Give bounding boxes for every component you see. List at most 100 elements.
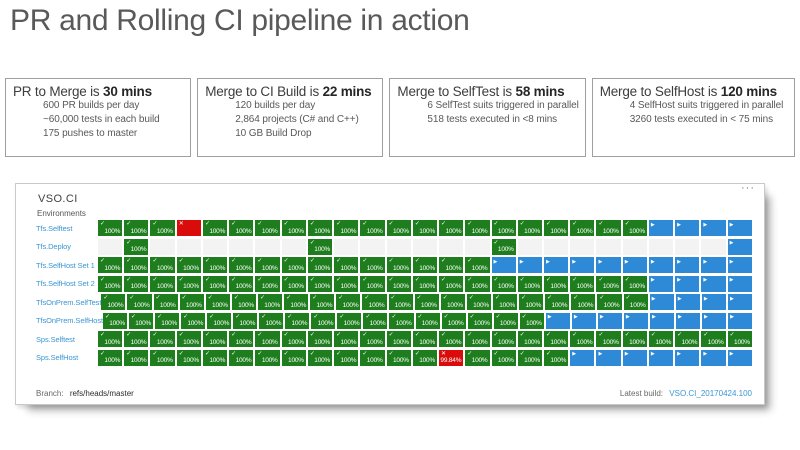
passed-cell[interactable]: ✓ 100% (517, 220, 542, 236)
passed-cell[interactable]: ✓ 100% (596, 275, 621, 292)
in-progress-cell[interactable]: ▶ (545, 312, 570, 329)
passed-cell[interactable]: ✓ 100% (334, 275, 359, 292)
in-progress-cell[interactable]: ▶ (702, 312, 727, 329)
passed-cell[interactable]: ✓ 100% (255, 349, 280, 366)
in-progress-cell[interactable]: ▶ (648, 257, 674, 273)
passed-cell[interactable]: ✓ 100% (360, 257, 385, 273)
passed-cell[interactable]: ✓ 100% (179, 294, 204, 310)
environment-link[interactable]: TfsOnPrem.SelfHost (36, 316, 103, 325)
passed-cell[interactable]: ✓ 100% (259, 312, 284, 329)
passed-cell[interactable]: ✓ 100% (255, 257, 280, 273)
passed-cell[interactable]: ✓ 100% (543, 275, 569, 292)
passed-cell[interactable]: ✓ 100% (281, 331, 306, 347)
passed-cell[interactable]: ✓ 100% (439, 275, 464, 292)
passed-cell[interactable]: ✓ 100% (150, 275, 175, 292)
passed-cell[interactable]: ✓ 100% (517, 349, 542, 366)
in-progress-cell[interactable]: ▶ (517, 257, 542, 273)
in-progress-cell[interactable]: ▶ (491, 257, 516, 273)
passed-cell[interactable]: ✓ 100% (176, 275, 201, 292)
passed-cell[interactable]: ✓ 100% (281, 275, 306, 292)
passed-cell[interactable]: ✓ 100% (307, 275, 333, 292)
in-progress-cell[interactable]: ▶ (701, 257, 726, 273)
in-progress-cell[interactable]: ▶ (727, 257, 752, 273)
passed-cell[interactable]: ✓ 100% (439, 220, 464, 236)
in-progress-cell[interactable]: ▶ (649, 294, 674, 310)
environment-link[interactable]: Tfs.Deploy (36, 242, 71, 251)
passed-cell[interactable]: ✓ 100% (440, 294, 465, 310)
passed-cell[interactable]: ✓ 100% (284, 294, 309, 310)
passed-cell[interactable]: ✓ 100% (412, 331, 438, 347)
passed-cell[interactable]: ✓ 100% (465, 220, 490, 236)
passed-cell[interactable]: ✓ 100% (176, 349, 201, 366)
passed-cell[interactable]: ✓ 100% (181, 312, 206, 329)
passed-cell[interactable]: ✓ 100% (124, 275, 149, 292)
passed-cell[interactable]: ✓ 100% (727, 331, 752, 347)
passed-cell[interactable]: ✓ 100% (255, 275, 280, 292)
in-progress-cell[interactable]: ▶ (675, 220, 700, 236)
passed-cell[interactable]: ✓ 100% (412, 275, 438, 292)
passed-cell[interactable]: ✓ 100% (202, 275, 228, 292)
passed-cell[interactable]: ✓ 100% (205, 294, 230, 310)
passed-cell[interactable]: ✓ 100% (334, 349, 359, 366)
passed-cell[interactable]: ✓ 100% (124, 238, 149, 255)
passed-cell[interactable]: ✓ 100% (491, 238, 516, 255)
passed-cell[interactable]: ✓ 100% (389, 312, 414, 329)
in-progress-cell[interactable]: ▶ (701, 275, 726, 292)
passed-cell[interactable]: ✓ 100% (360, 349, 385, 366)
passed-cell[interactable]: ✓ 100% (127, 294, 152, 310)
in-progress-cell[interactable]: ▶ (727, 220, 752, 236)
passed-cell[interactable]: ✓ 100% (124, 349, 149, 366)
in-progress-cell[interactable]: ▶ (727, 349, 752, 366)
passed-cell[interactable]: ✓ 100% (150, 257, 175, 273)
passed-cell[interactable]: ✓ 100% (465, 331, 490, 347)
passed-cell[interactable]: ✓ 100% (281, 349, 306, 366)
passed-cell[interactable]: ✓ 100% (98, 257, 123, 273)
in-progress-cell[interactable]: ▶ (649, 312, 674, 329)
passed-cell[interactable]: ✓ 100% (465, 349, 490, 366)
passed-cell[interactable]: ✓ 100% (622, 331, 647, 347)
in-progress-cell[interactable]: ▶ (623, 312, 648, 329)
passed-cell[interactable]: ✓ 100% (231, 294, 256, 310)
passed-cell[interactable]: ✓ 100% (386, 275, 411, 292)
in-progress-cell[interactable]: ▶ (543, 257, 569, 273)
passed-cell[interactable]: ✓ 100% (545, 294, 570, 310)
passed-cell[interactable]: ✓ 100% (597, 294, 622, 310)
environment-link[interactable]: Tfs.Selftest (36, 223, 73, 233)
passed-cell[interactable]: ✓ 100% (124, 331, 149, 347)
in-progress-cell[interactable]: ▶ (675, 349, 700, 366)
in-progress-cell[interactable]: ▶ (622, 257, 647, 273)
passed-cell[interactable]: ✓ 100% (675, 331, 700, 347)
in-progress-cell[interactable]: ▶ (648, 349, 674, 366)
passed-cell[interactable]: ✓ 100% (229, 331, 254, 347)
passed-cell[interactable]: ✓ 100% (150, 331, 175, 347)
passed-cell[interactable]: ✓ 100% (124, 220, 149, 236)
passed-cell[interactable]: ✓ 100% (98, 220, 123, 236)
passed-cell[interactable]: ✓ 100% (229, 275, 254, 292)
passed-cell[interactable]: ✓ 100% (311, 312, 336, 329)
passed-cell[interactable]: ✓ 100% (439, 257, 464, 273)
passed-cell[interactable]: ✓ 100% (337, 312, 362, 329)
passed-cell[interactable]: ✓ 100% (465, 275, 490, 292)
environment-link[interactable]: TfsOnPrem.SelfTest (36, 297, 102, 307)
environment-link[interactable]: Sps.Selftest (36, 334, 75, 344)
passed-cell[interactable]: ✓ 100% (415, 312, 440, 329)
passed-cell[interactable]: ✓ 100% (362, 294, 387, 310)
passed-cell[interactable]: ✓ 100% (570, 275, 595, 292)
passed-cell[interactable]: ✓ 100% (570, 220, 595, 236)
failed-cell[interactable]: ✕ 99.84% (439, 349, 464, 366)
passed-cell[interactable]: ✓ 100% (491, 275, 516, 292)
passed-cell[interactable]: ✓ 100% (307, 331, 333, 347)
passed-cell[interactable]: ✓ 100% (386, 349, 411, 366)
in-progress-cell[interactable]: ▶ (648, 220, 674, 236)
passed-cell[interactable]: ✓ 100% (360, 275, 385, 292)
passed-cell[interactable]: ✓ 100% (519, 312, 544, 329)
passed-cell[interactable]: ✓ 100% (360, 220, 385, 236)
passed-cell[interactable]: ✓ 100% (412, 349, 438, 366)
passed-cell[interactable]: ✓ 100% (257, 294, 283, 310)
passed-cell[interactable]: ✓ 100% (307, 220, 333, 236)
in-progress-cell[interactable]: ▶ (676, 312, 701, 329)
passed-cell[interactable]: ✓ 100% (386, 220, 411, 236)
passed-cell[interactable]: ✓ 100% (150, 349, 175, 366)
passed-cell[interactable]: ✓ 100% (360, 331, 385, 347)
passed-cell[interactable]: ✓ 100% (441, 312, 466, 329)
